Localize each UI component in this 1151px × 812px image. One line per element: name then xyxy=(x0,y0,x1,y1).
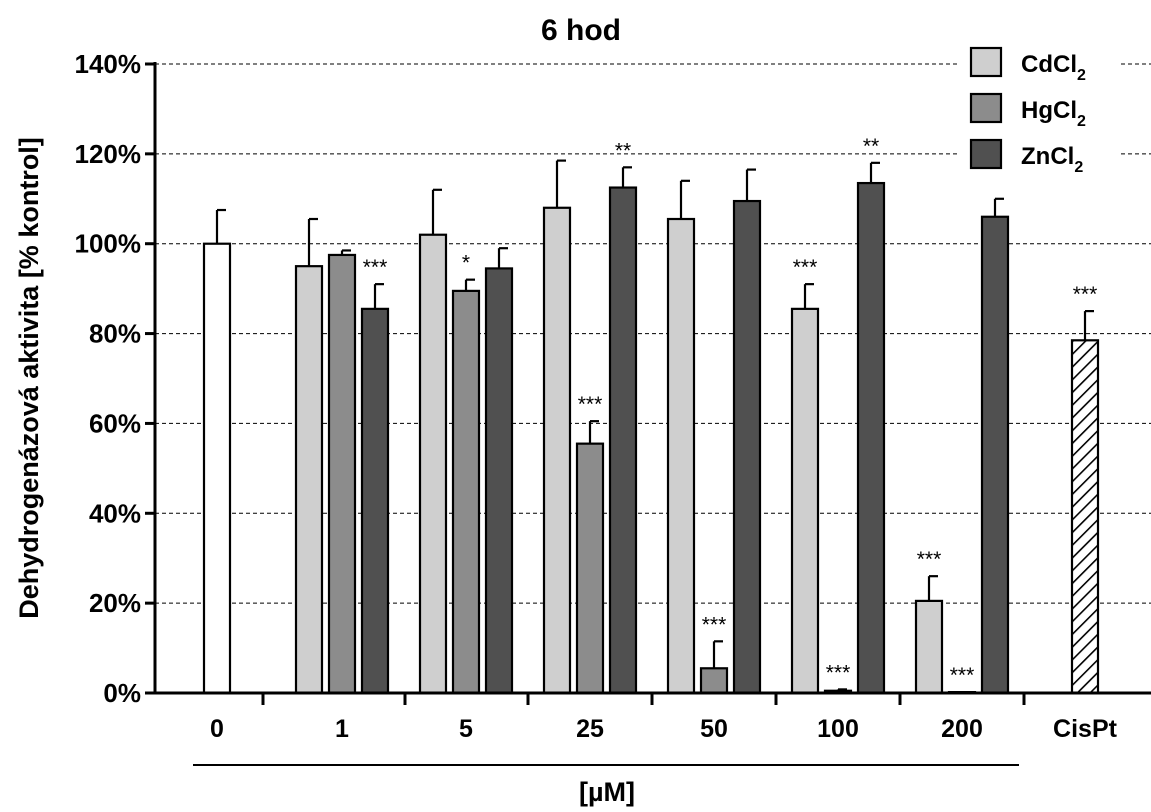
x-tick-label-CisPt: CisPt xyxy=(1053,715,1118,743)
bar-zncl-25-significance: ** xyxy=(615,139,631,162)
bar-cdcl-100-significance: *** xyxy=(793,256,818,279)
legend-subscript-zncl: 2 xyxy=(1074,159,1083,176)
x-tick-label-0: 0 xyxy=(210,715,224,743)
bar-hgcl-5 xyxy=(451,289,481,695)
bar-hgcl-50-significance: *** xyxy=(702,613,727,636)
bar-cdcl-25 xyxy=(542,206,572,695)
legend-swatch-zncl xyxy=(969,138,1003,170)
bar-cdcl-1 xyxy=(294,265,324,695)
bar-reference-cispt-significance: *** xyxy=(1073,283,1098,306)
x-tick-label-200: 200 xyxy=(941,715,983,743)
legend-swatch-hgcl xyxy=(969,92,1003,124)
y-tick-label-60: 60% xyxy=(89,408,141,438)
x-axis-title: [µM] xyxy=(579,777,635,807)
bar-hgcl-100-significance: *** xyxy=(826,661,851,684)
bar-zncl-1-significance: *** xyxy=(363,256,388,279)
bar-control-0 xyxy=(202,242,232,695)
bar-reference-cispt xyxy=(1070,339,1100,695)
bar-zncl-1 xyxy=(360,307,390,695)
bar-zncl-100 xyxy=(856,181,886,695)
bar-cdcl-200 xyxy=(914,599,944,695)
bar-hgcl-1 xyxy=(327,253,357,695)
y-tick-label-20: 20% xyxy=(89,588,141,618)
bar-zncl-100-significance: ** xyxy=(863,135,879,158)
bar-hgcl-25 xyxy=(575,442,605,695)
y-tick-label-120: 120% xyxy=(75,139,142,169)
y-tick-label-140: 140% xyxy=(75,49,142,79)
y-tick-label-80: 80% xyxy=(89,319,141,349)
bar-zncl-25 xyxy=(608,186,638,695)
legend-subscript-hgcl: 2 xyxy=(1077,113,1086,130)
y-tick-label-100: 100% xyxy=(75,229,142,259)
bar-zncl-5 xyxy=(484,267,514,695)
x-tick-label-1: 1 xyxy=(335,715,349,743)
chart-title: 6 hod xyxy=(541,14,621,47)
bar-zncl-50 xyxy=(732,199,762,695)
bar-zncl-200 xyxy=(980,215,1010,695)
y-tick-label-40: 40% xyxy=(89,498,141,528)
legend-subscript-cdcl: 2 xyxy=(1077,67,1086,84)
legend-swatch-cdcl xyxy=(969,46,1003,78)
bar-cdcl-5 xyxy=(418,233,448,695)
x-tick-label-50: 50 xyxy=(700,715,728,743)
y-tick-label-0: 0% xyxy=(103,678,141,708)
bar-cdcl-50 xyxy=(666,217,696,695)
bar-hgcl-25-significance: *** xyxy=(578,393,603,416)
x-tick-label-5: 5 xyxy=(459,715,473,743)
y-axis-title: Dehydrogenázová aktivita [% kontrol] xyxy=(14,137,44,619)
x-tick-label-25: 25 xyxy=(576,715,604,743)
x-tick-label-100: 100 xyxy=(817,715,859,743)
bar-hgcl-5-significance: * xyxy=(462,252,470,275)
bar-cdcl-100 xyxy=(790,307,820,695)
bar-hgcl-50 xyxy=(699,667,729,695)
bar-cdcl-200-significance: *** xyxy=(917,548,942,571)
bar-hgcl-200-significance: *** xyxy=(950,664,975,687)
